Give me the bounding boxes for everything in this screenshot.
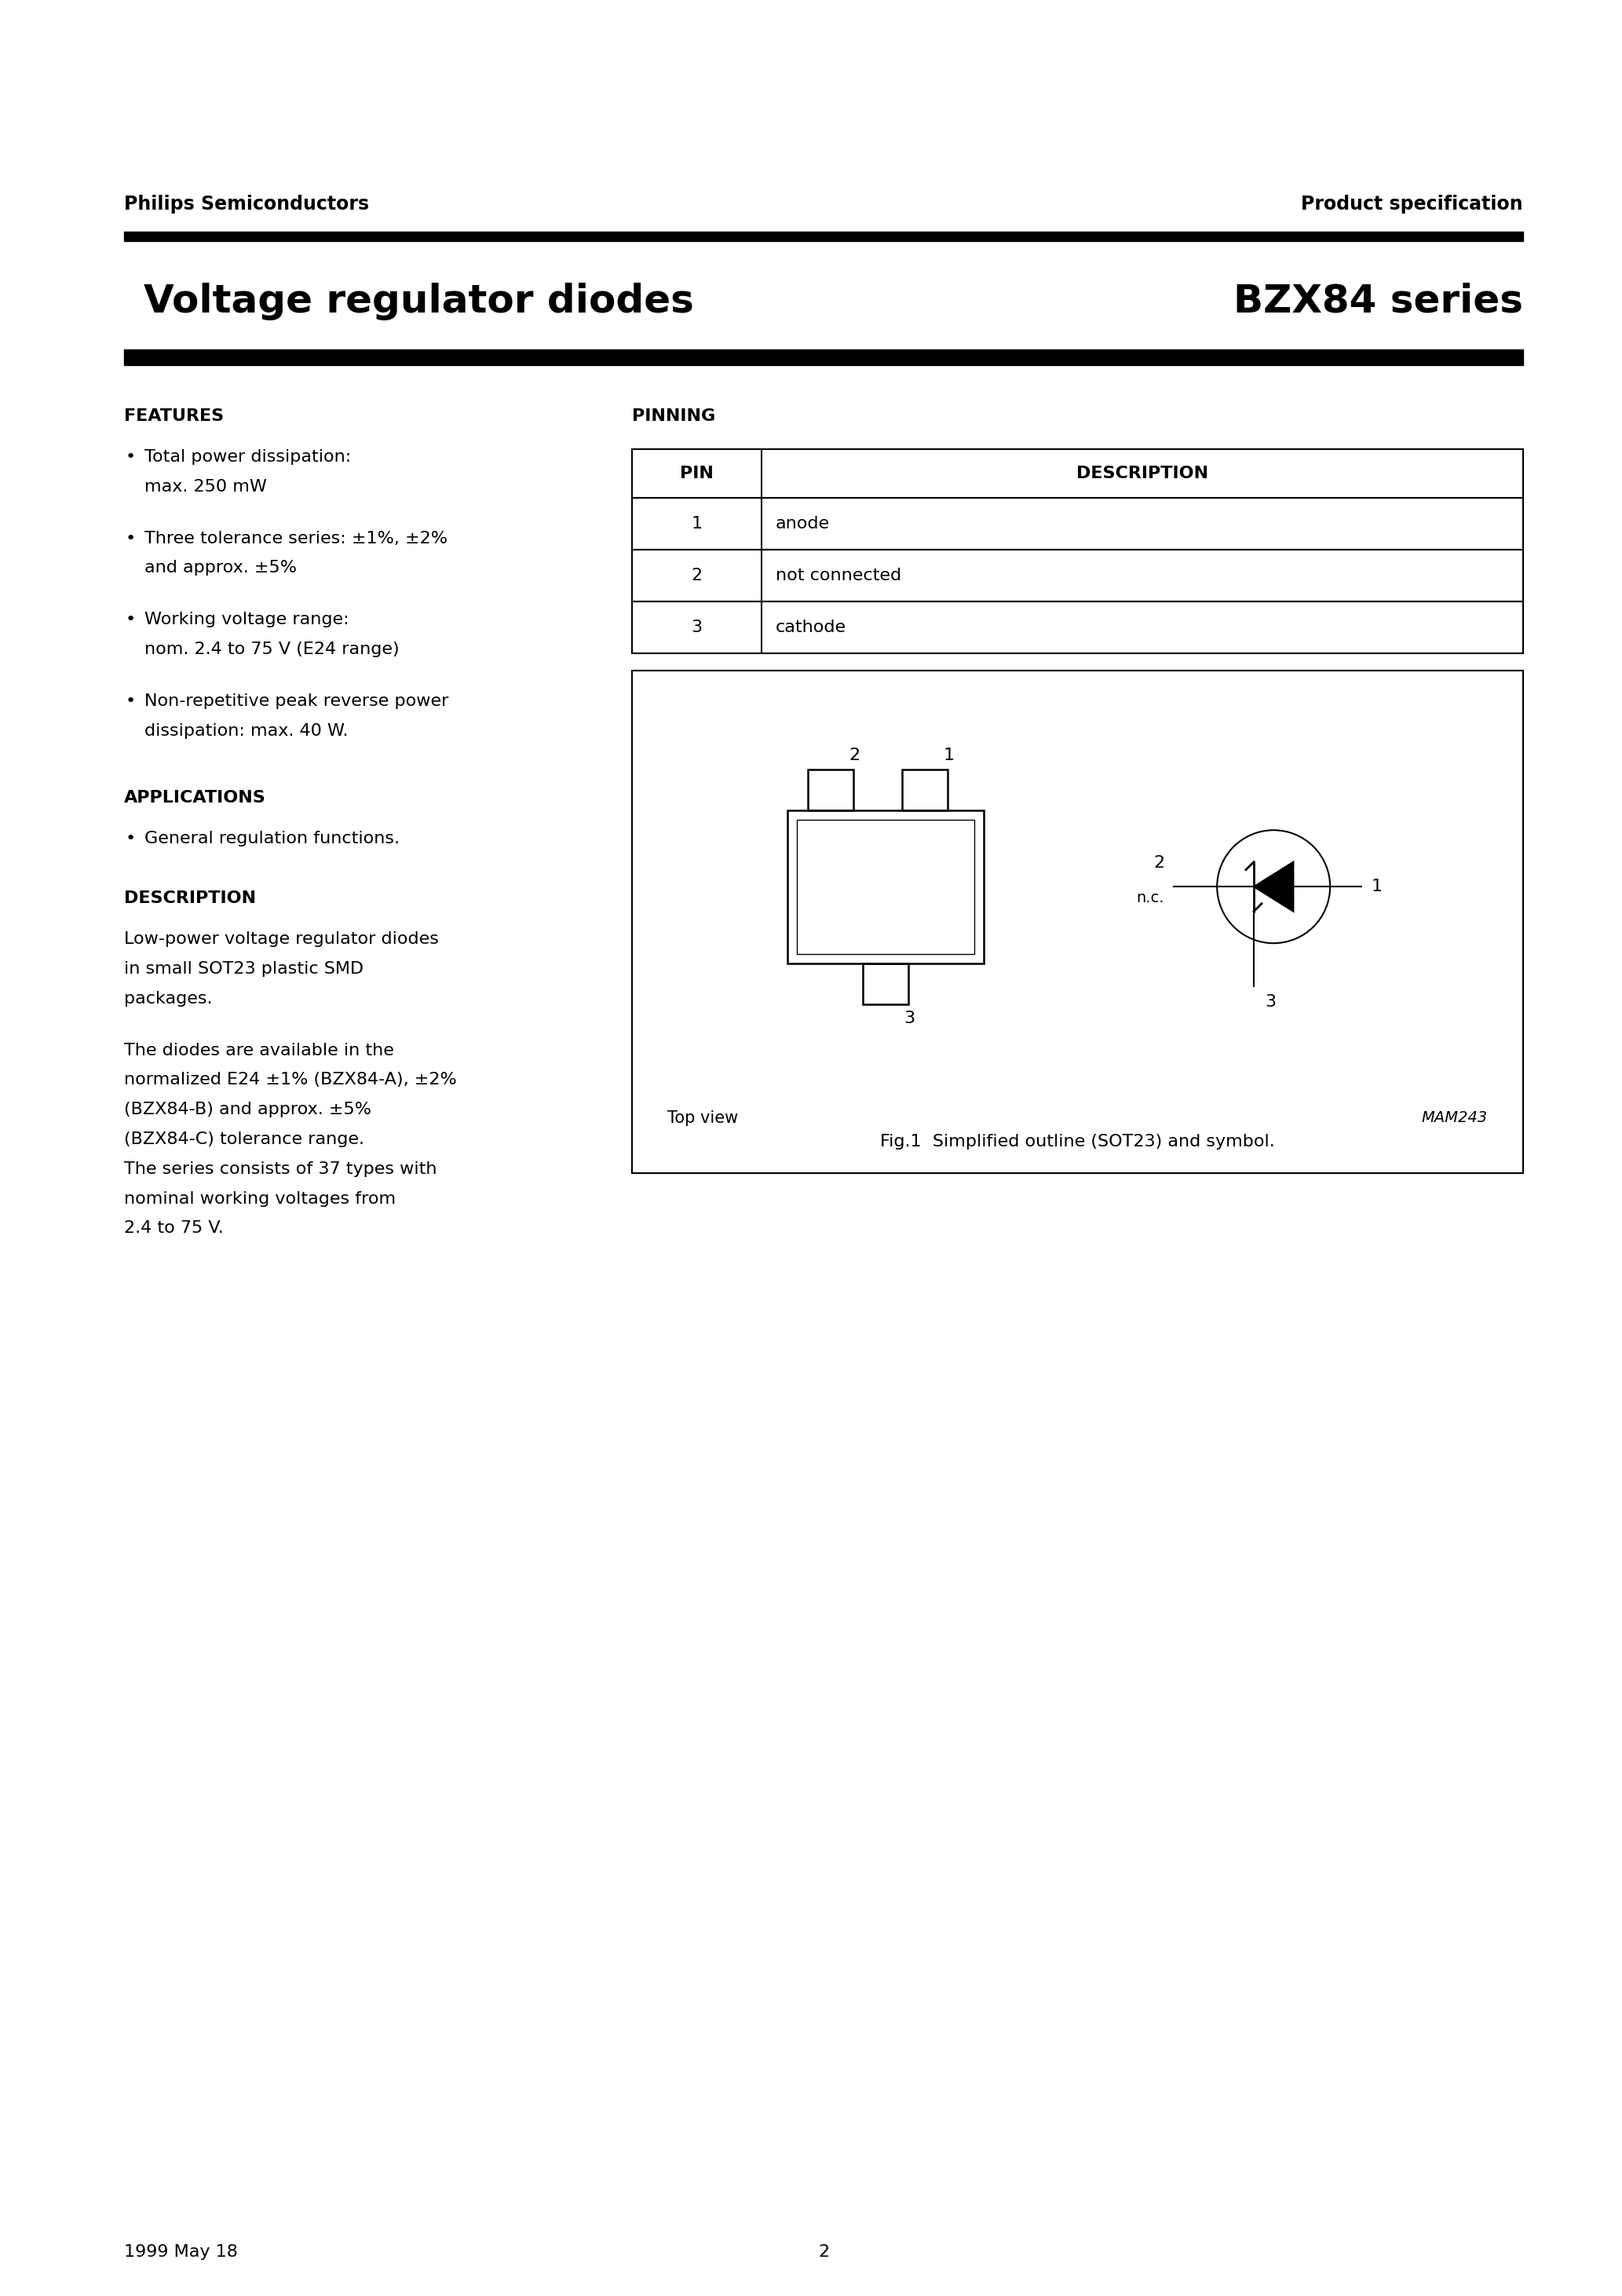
Text: •: • — [125, 831, 136, 847]
Text: 2: 2 — [691, 567, 702, 583]
Text: normalized E24 ±1% (BZX84-A), ±2%: normalized E24 ±1% (BZX84-A), ±2% — [123, 1072, 457, 1088]
Text: not connected: not connected — [775, 567, 902, 583]
Text: Product specification: Product specification — [1301, 195, 1523, 214]
Text: Total power dissipation:: Total power dissipation: — [144, 450, 350, 464]
Bar — [633, 498, 1523, 549]
Text: General regulation functions.: General regulation functions. — [144, 831, 399, 847]
Text: (BZX84-B) and approx. ±5%: (BZX84-B) and approx. ±5% — [123, 1102, 371, 1118]
Text: Fig.1  Simplified outline (SOT23) and symbol.: Fig.1 Simplified outline (SOT23) and sym… — [881, 1134, 1275, 1150]
Text: •: • — [125, 530, 136, 546]
Text: PINNING: PINNING — [633, 409, 715, 425]
Text: 3: 3 — [1265, 994, 1277, 1010]
Bar — [633, 549, 1523, 602]
Bar — [633, 602, 1523, 654]
Text: The diodes are available in the: The diodes are available in the — [123, 1042, 394, 1058]
Text: Three tolerance series: ±1%, ±2%: Three tolerance series: ±1%, ±2% — [144, 530, 448, 546]
Text: 1: 1 — [691, 517, 702, 533]
Bar — [798, 820, 975, 953]
Text: PIN: PIN — [680, 466, 714, 482]
Text: •: • — [125, 450, 136, 464]
Text: and approx. ±5%: and approx. ±5% — [144, 560, 297, 576]
Bar — [788, 810, 985, 964]
Bar — [633, 670, 1523, 1173]
Text: 2: 2 — [1153, 856, 1165, 870]
Text: DESCRIPTION: DESCRIPTION — [123, 891, 256, 907]
Polygon shape — [1254, 861, 1293, 912]
Text: packages.: packages. — [123, 992, 212, 1006]
Text: 2: 2 — [850, 746, 860, 762]
Text: (BZX84-C) tolerance range.: (BZX84-C) tolerance range. — [123, 1132, 365, 1148]
Text: 1999 May 18: 1999 May 18 — [123, 2243, 238, 2259]
Text: 3: 3 — [691, 620, 702, 636]
Text: •: • — [125, 693, 136, 709]
Text: anode: anode — [775, 517, 830, 533]
Text: APPLICATIONS: APPLICATIONS — [123, 790, 266, 806]
Bar — [123, 232, 1523, 241]
Text: BZX84 series: BZX84 series — [1233, 282, 1523, 321]
Text: DESCRIPTION: DESCRIPTION — [1077, 466, 1208, 482]
Text: nominal working voltages from: nominal working voltages from — [123, 1192, 396, 1208]
Bar — [902, 769, 947, 810]
Text: Low-power voltage regulator diodes: Low-power voltage regulator diodes — [123, 932, 440, 948]
Text: •: • — [125, 611, 136, 627]
Text: Non-repetitive peak reverse power: Non-repetitive peak reverse power — [144, 693, 449, 709]
Text: 3: 3 — [903, 1010, 915, 1026]
Text: 1: 1 — [1371, 879, 1382, 895]
Text: Top view: Top view — [667, 1111, 738, 1125]
Text: n.c.: n.c. — [1137, 891, 1165, 905]
Text: Working voltage range:: Working voltage range: — [144, 611, 349, 627]
Text: MAM243: MAM243 — [1421, 1111, 1487, 1125]
Text: cathode: cathode — [775, 620, 847, 636]
Bar — [863, 964, 908, 1003]
Text: Philips Semiconductors: Philips Semiconductors — [123, 195, 370, 214]
Text: The series consists of 37 types with: The series consists of 37 types with — [123, 1162, 436, 1178]
Bar — [123, 349, 1523, 365]
Text: Voltage regulator diodes: Voltage regulator diodes — [144, 282, 694, 321]
Text: in small SOT23 plastic SMD: in small SOT23 plastic SMD — [123, 962, 363, 976]
Text: 2: 2 — [817, 2243, 829, 2259]
Text: 1: 1 — [944, 746, 954, 762]
Text: 2.4 to 75 V.: 2.4 to 75 V. — [123, 1221, 224, 1235]
Bar — [633, 450, 1523, 498]
Text: nom. 2.4 to 75 V (E24 range): nom. 2.4 to 75 V (E24 range) — [144, 641, 399, 657]
Text: dissipation: max. 40 W.: dissipation: max. 40 W. — [144, 723, 349, 739]
Text: max. 250 mW: max. 250 mW — [144, 480, 268, 494]
Bar — [808, 769, 853, 810]
Text: FEATURES: FEATURES — [123, 409, 224, 425]
